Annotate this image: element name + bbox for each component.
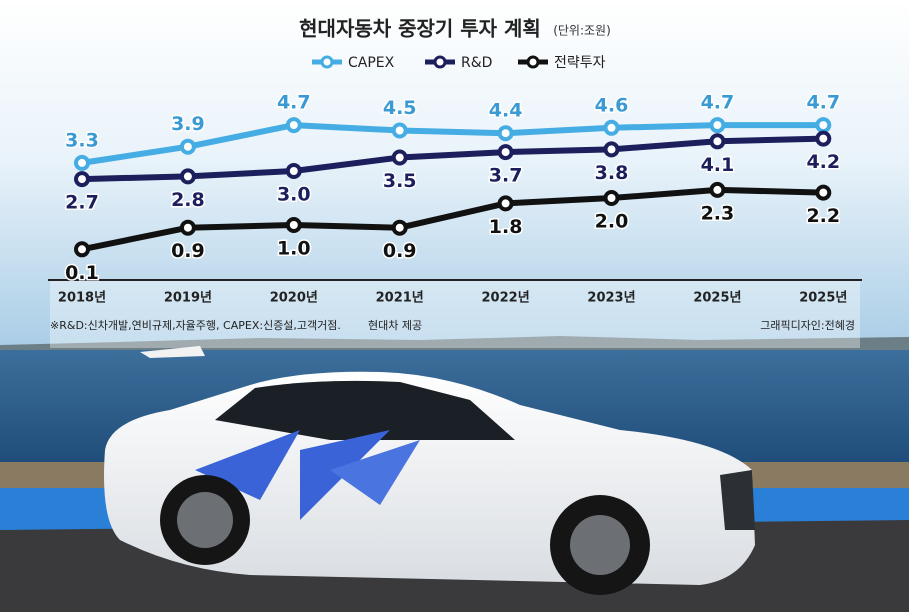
data-point <box>285 163 302 179</box>
data-label: 2.0 <box>595 211 629 233</box>
x-tick-label: 2025년 <box>799 291 847 306</box>
data-point <box>391 122 408 139</box>
data-point <box>391 219 408 236</box>
data-point <box>815 117 832 134</box>
label-backdrop <box>50 280 860 348</box>
data-label: 4.2 <box>806 151 840 173</box>
data-point <box>709 133 726 150</box>
data-label: 3.3 <box>65 129 99 151</box>
x-tick-label: 2020년 <box>270 291 318 306</box>
data-label: 0.9 <box>383 240 417 262</box>
data-label: 3.7 <box>489 165 523 187</box>
data-label: 4.1 <box>701 154 735 176</box>
x-tick-label: 2023년 <box>587 291 635 306</box>
data-point <box>497 144 514 161</box>
legend-item: R&D <box>425 55 492 71</box>
data-label: 2.7 <box>65 192 99 214</box>
legend-marker <box>433 55 447 69</box>
data-point <box>179 219 196 236</box>
chart-subtitle: (단위:조원) <box>553 24 611 38</box>
data-point <box>497 125 514 142</box>
data-point <box>815 184 832 201</box>
data-label: 2.3 <box>701 202 735 224</box>
data-point <box>179 168 196 185</box>
data-label: 4.7 <box>806 92 840 114</box>
x-tick-label: 2022년 <box>482 291 530 306</box>
data-label: 4.7 <box>701 92 735 114</box>
data-point <box>603 190 620 206</box>
data-label: 1.8 <box>489 216 523 238</box>
series-line <box>81 135 824 183</box>
data-point <box>74 241 90 258</box>
car <box>104 371 755 595</box>
series-line <box>81 122 824 166</box>
legend-label: 전략투자 <box>554 55 606 71</box>
data-label: 3.0 <box>277 184 311 206</box>
data-label: 0.1 <box>65 262 99 284</box>
data-label: 4.4 <box>489 100 523 122</box>
legend-item: 전략투자 <box>518 55 606 71</box>
data-point <box>497 195 514 212</box>
data-point <box>74 154 90 171</box>
legend-marker <box>526 55 540 69</box>
x-tick-label: 2021년 <box>376 291 424 306</box>
data-point <box>391 149 408 166</box>
data-point <box>815 130 832 147</box>
data-point <box>74 171 90 188</box>
credit: 그래픽디자인:전혜경 <box>760 319 855 332</box>
source: 현대차 제공 <box>368 319 422 332</box>
data-label: 2.2 <box>806 205 840 227</box>
data-point <box>179 138 196 155</box>
data-label: 3.5 <box>383 170 417 192</box>
legend-item: CAPEX <box>312 55 395 71</box>
series-line <box>81 186 824 253</box>
data-point <box>603 141 620 158</box>
data-point <box>603 119 620 136</box>
legend-label: CAPEX <box>348 55 395 71</box>
data-point <box>285 217 302 233</box>
data-point <box>285 117 302 134</box>
data-label: 2.8 <box>171 189 205 211</box>
legend-marker <box>320 55 334 69</box>
x-tick-label: 2018년 <box>58 291 106 306</box>
footnote: ※R&D:신차개발,연비규제,자율주행, CAPEX:신증설,고객거점. <box>50 319 341 332</box>
data-point <box>709 181 726 198</box>
data-label: 3.8 <box>595 162 629 184</box>
legend-label: R&D <box>461 55 492 71</box>
x-tick-label: 2019년 <box>164 291 212 306</box>
data-label: 4.6 <box>595 94 629 116</box>
data-label: 0.9 <box>171 240 205 262</box>
data-point <box>709 117 726 134</box>
data-label: 4.7 <box>277 92 311 114</box>
data-label: 1.0 <box>277 238 311 260</box>
data-label: 4.5 <box>383 97 417 119</box>
x-tick-label: 2025년 <box>693 291 741 306</box>
chart-title: 현대자동차 중장기 투자 계획 <box>299 17 541 41</box>
data-label: 3.9 <box>171 113 205 135</box>
